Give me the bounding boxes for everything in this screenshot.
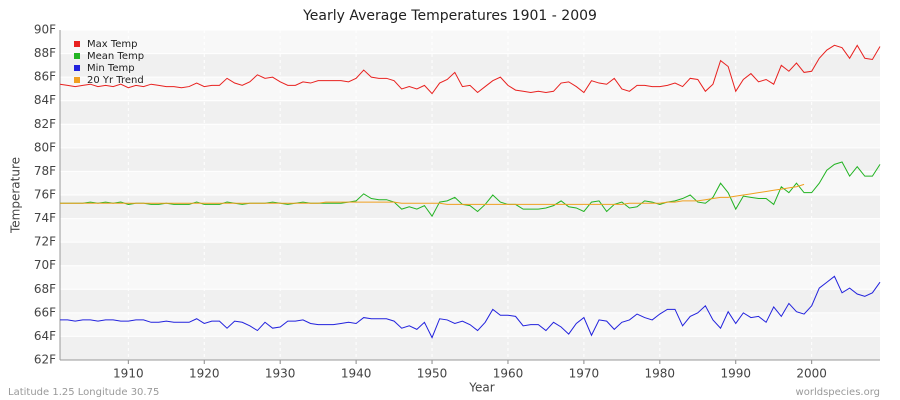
y-tick-label: 68F [34, 282, 56, 296]
x-tick-label: 1930 [265, 367, 296, 381]
legend-label: Max Temp [87, 39, 138, 50]
y-tick-label: 70F [34, 258, 56, 272]
y-tick-label: 88F [34, 46, 56, 60]
legend-label: Min Temp [87, 63, 135, 74]
grid-band [60, 265, 880, 290]
y-tick-label: 78F [34, 164, 56, 178]
legend-label: 20 Yr Trend [87, 75, 144, 86]
legend-label: Mean Temp [87, 51, 144, 62]
y-tick-label: 74F [34, 211, 56, 225]
y-tick-label: 64F [34, 329, 56, 343]
y-tick-label: 90F [34, 23, 56, 37]
grid-band [60, 124, 880, 148]
y-tick-label: 76F [34, 188, 56, 202]
x-tick-label: 1940 [341, 367, 372, 381]
x-tick-label: 1970 [569, 367, 600, 381]
x-tick-label: 1980 [645, 367, 676, 381]
y-tick-label: 86F [34, 70, 56, 84]
legend-swatch [74, 65, 80, 71]
grid-band [60, 218, 880, 243]
x-tick-label: 1950 [417, 367, 448, 381]
series-line [60, 161, 881, 218]
legend-swatch [74, 53, 80, 59]
y-tick-label: 72F [34, 235, 56, 249]
y-tick-label: 62F [34, 353, 56, 367]
x-tick-label: 1990 [720, 367, 751, 381]
x-tick-label: 2000 [796, 367, 827, 381]
grid-band [60, 30, 880, 54]
x-axis-title: Year [468, 381, 494, 395]
y-tick-label: 82F [34, 117, 56, 131]
y-axis-title: Temperature [9, 157, 23, 234]
y-tick-label: 84F [34, 93, 56, 107]
y-tick-label: 80F [34, 140, 56, 154]
x-tick-label: 1960 [493, 367, 524, 381]
footer-left: Latitude 1.25 Longitude 30.75 [8, 387, 159, 398]
y-tick-label: 66F [34, 305, 56, 319]
x-tick-label: 1910 [113, 367, 144, 381]
legend-swatch [74, 41, 80, 47]
footer-right: worldspecies.org [796, 387, 880, 398]
chart-title: Yearly Average Temperatures 1901 - 2009 [302, 8, 597, 24]
grid-band [60, 171, 880, 195]
series-line [60, 275, 881, 339]
series-line [59, 44, 881, 95]
series-line [60, 183, 805, 205]
x-tick-label: 1920 [189, 367, 220, 381]
legend-swatch [74, 77, 80, 83]
